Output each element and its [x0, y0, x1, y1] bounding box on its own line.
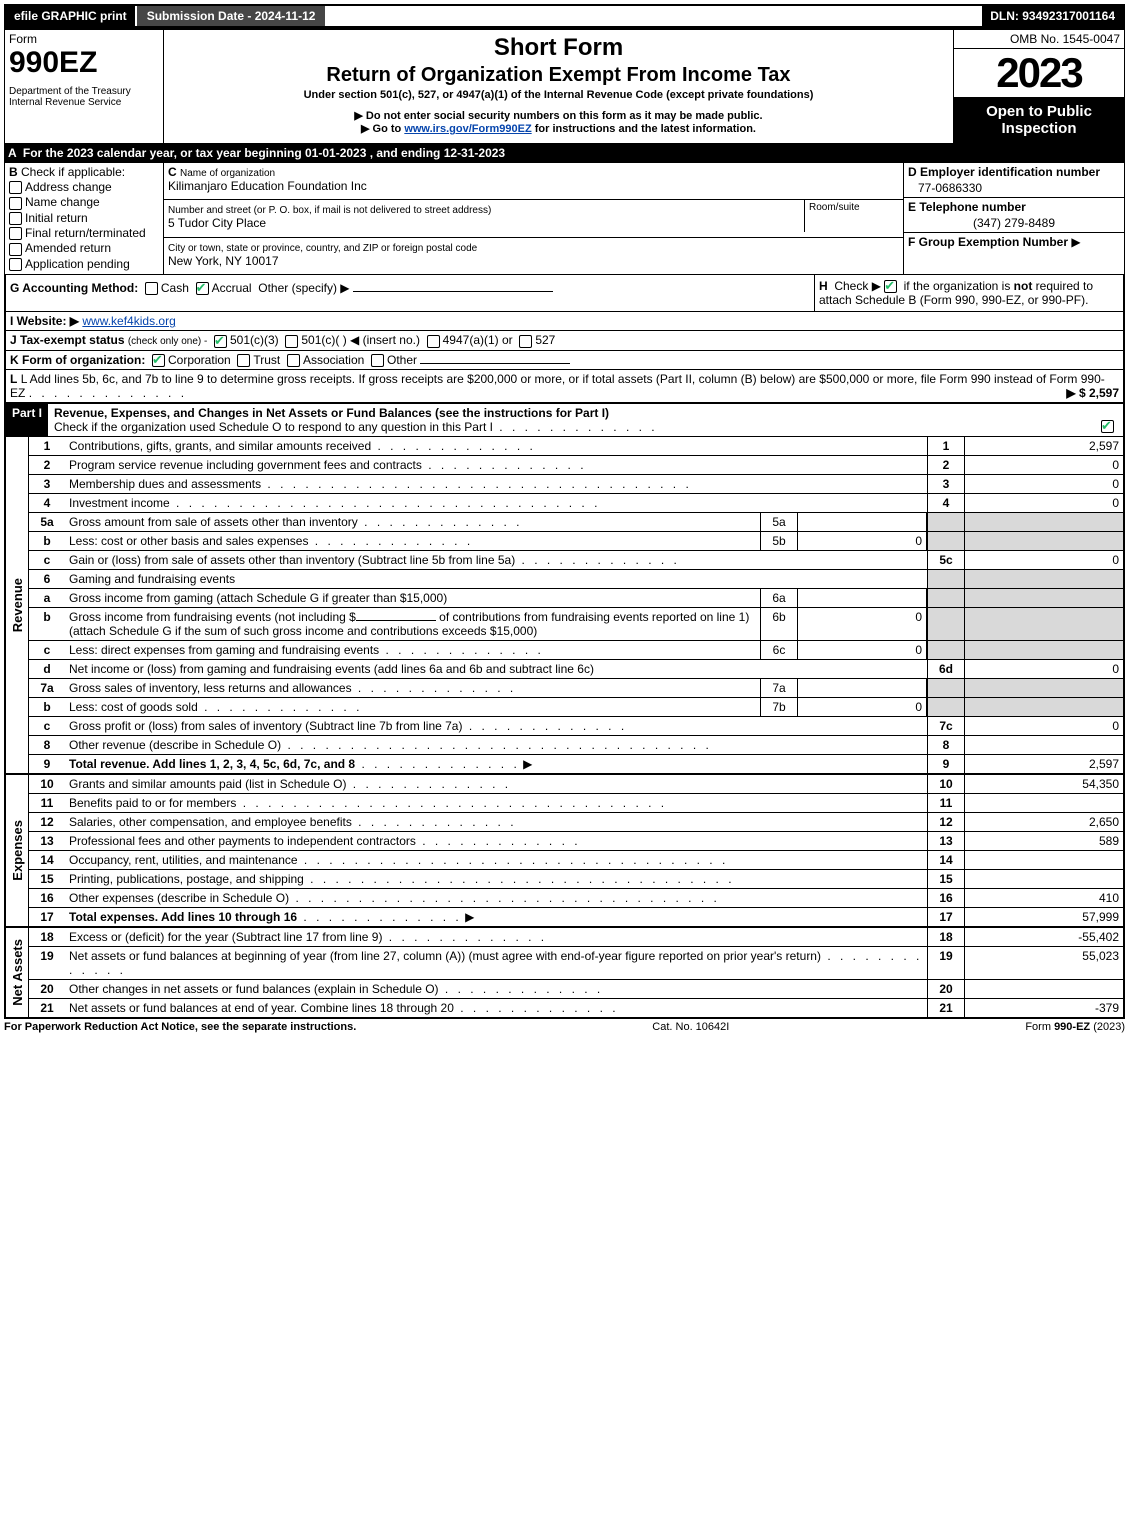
- val-1: 2,597: [965, 437, 1123, 455]
- top-bar: efile GRAPHIC print Submission Date - 20…: [4, 4, 1125, 28]
- omb-number: OMB No. 1545-0047: [954, 30, 1124, 49]
- chk-h[interactable]: [884, 280, 897, 293]
- val-3: 0: [965, 475, 1123, 493]
- subtitle: Return of Organization Exempt From Incom…: [168, 64, 949, 87]
- bcdef-table: B Check if applicable: Address change Na…: [4, 162, 1125, 275]
- note-2: ▶ Go to www.irs.gov/Form990EZ for instru…: [168, 122, 949, 135]
- efile-print-button[interactable]: efile GRAPHIC print: [6, 6, 137, 26]
- chk-name-change[interactable]: [9, 197, 22, 210]
- chk-other-org[interactable]: [371, 354, 384, 367]
- g-label: G Accounting Method:: [10, 281, 138, 295]
- room-suite-label: Room/suite: [804, 200, 903, 232]
- d-label: D Employer identification number: [904, 163, 1124, 181]
- chk-assoc[interactable]: [287, 354, 300, 367]
- part1-sub: Check if the organization used Schedule …: [54, 420, 493, 434]
- val-13: 589: [965, 832, 1123, 850]
- val-11: [965, 794, 1123, 812]
- d-val: 77-0686330: [904, 181, 1124, 197]
- val-6b: 0: [798, 608, 927, 640]
- j-label: J Tax-exempt status: [10, 333, 125, 347]
- irs-link[interactable]: www.irs.gov/Form990EZ: [404, 123, 531, 135]
- spacer: [325, 6, 982, 26]
- chk-final-return[interactable]: [9, 227, 22, 240]
- chk-4947[interactable]: [427, 335, 440, 348]
- val-8: [965, 736, 1123, 754]
- open-to-public: Open to Public Inspection: [954, 97, 1124, 143]
- val-20: [965, 980, 1123, 998]
- submission-date: Submission Date - 2024-11-12: [137, 6, 326, 26]
- val-5b: 0: [798, 532, 927, 550]
- part1-label: Part I: [6, 404, 48, 436]
- val-7c: 0: [965, 717, 1123, 735]
- b-checklist: Address change Name change Initial retur…: [9, 180, 159, 271]
- chk-trust[interactable]: [237, 354, 250, 367]
- under-section: Under section 501(c), 527, or 4947(a)(1)…: [168, 89, 949, 101]
- form-label: Form: [9, 32, 159, 46]
- val-4: 0: [965, 494, 1123, 512]
- val-10: 54,350: [965, 775, 1123, 793]
- note-1: ▶ Do not enter social security numbers o…: [168, 109, 949, 122]
- b-label: Check if applicable:: [21, 165, 125, 179]
- net-assets-label: Net Assets: [8, 937, 27, 1008]
- form-number: 990EZ: [9, 46, 159, 80]
- val-2: 0: [965, 456, 1123, 474]
- val-9: 2,597: [965, 755, 1123, 773]
- org-city: New York, NY 10017: [168, 254, 279, 268]
- val-6c: 0: [798, 641, 927, 659]
- org-address: 5 Tudor City Place: [168, 216, 266, 230]
- val-21: -379: [965, 999, 1123, 1017]
- l-val: ▶ $ 2,597: [1066, 386, 1119, 400]
- val-19: 55,023: [965, 947, 1123, 979]
- val-12: 2,650: [965, 813, 1123, 831]
- val-14: [965, 851, 1123, 869]
- website-link[interactable]: www.kef4kids.org: [82, 314, 175, 328]
- e-val: (347) 279-8489: [904, 216, 1124, 232]
- chk-cash[interactable]: [145, 282, 158, 295]
- chk-accrual[interactable]: [196, 282, 209, 295]
- f-arrow: ▶: [1071, 235, 1080, 249]
- chk-amended[interactable]: [9, 243, 22, 256]
- chk-initial-return[interactable]: [9, 212, 22, 225]
- header-table: Form 990EZ Department of the Treasury In…: [4, 28, 1125, 144]
- val-5c: 0: [965, 551, 1123, 569]
- revenue-label: Revenue: [8, 576, 27, 634]
- footer-right: Form 990-EZ (2023): [1025, 1021, 1125, 1033]
- val-18: -55,402: [965, 928, 1123, 946]
- part1-heading: Revenue, Expenses, and Changes in Net As…: [54, 406, 609, 420]
- chk-address-change[interactable]: [9, 181, 22, 194]
- val-7b: 0: [798, 698, 927, 716]
- footer-mid: Cat. No. 10642I: [652, 1021, 729, 1033]
- short-form-title: Short Form: [168, 34, 949, 62]
- footer: For Paperwork Reduction Act Notice, see …: [4, 1019, 1125, 1033]
- tax-year: 2023: [954, 49, 1124, 97]
- org-name: Kilimanjaro Education Foundation Inc: [168, 179, 367, 193]
- chk-corp[interactable]: [152, 354, 165, 367]
- k-label: K Form of organization:: [10, 353, 145, 367]
- chk-527[interactable]: [519, 335, 532, 348]
- dept-label: Department of the Treasury Internal Reve…: [9, 86, 159, 108]
- val-17: 57,999: [965, 908, 1123, 926]
- e-label: E Telephone number: [904, 197, 1124, 216]
- val-6d: 0: [965, 660, 1123, 678]
- dln: DLN: 93492317001164: [982, 6, 1123, 26]
- val-15: [965, 870, 1123, 888]
- expenses-label: Expenses: [8, 818, 27, 883]
- f-label: F Group Exemption Number: [908, 235, 1068, 249]
- chk-app-pending[interactable]: [9, 258, 22, 271]
- chk-schedule-o[interactable]: [1101, 420, 1114, 433]
- chk-501c[interactable]: [285, 335, 298, 348]
- chk-501c3[interactable]: [214, 335, 227, 348]
- val-16: 410: [965, 889, 1123, 907]
- i-label: I Website: ▶: [10, 314, 79, 328]
- footer-left: For Paperwork Reduction Act Notice, see …: [4, 1021, 356, 1033]
- line-a: A For the 2023 calendar year, or tax yea…: [4, 144, 1125, 162]
